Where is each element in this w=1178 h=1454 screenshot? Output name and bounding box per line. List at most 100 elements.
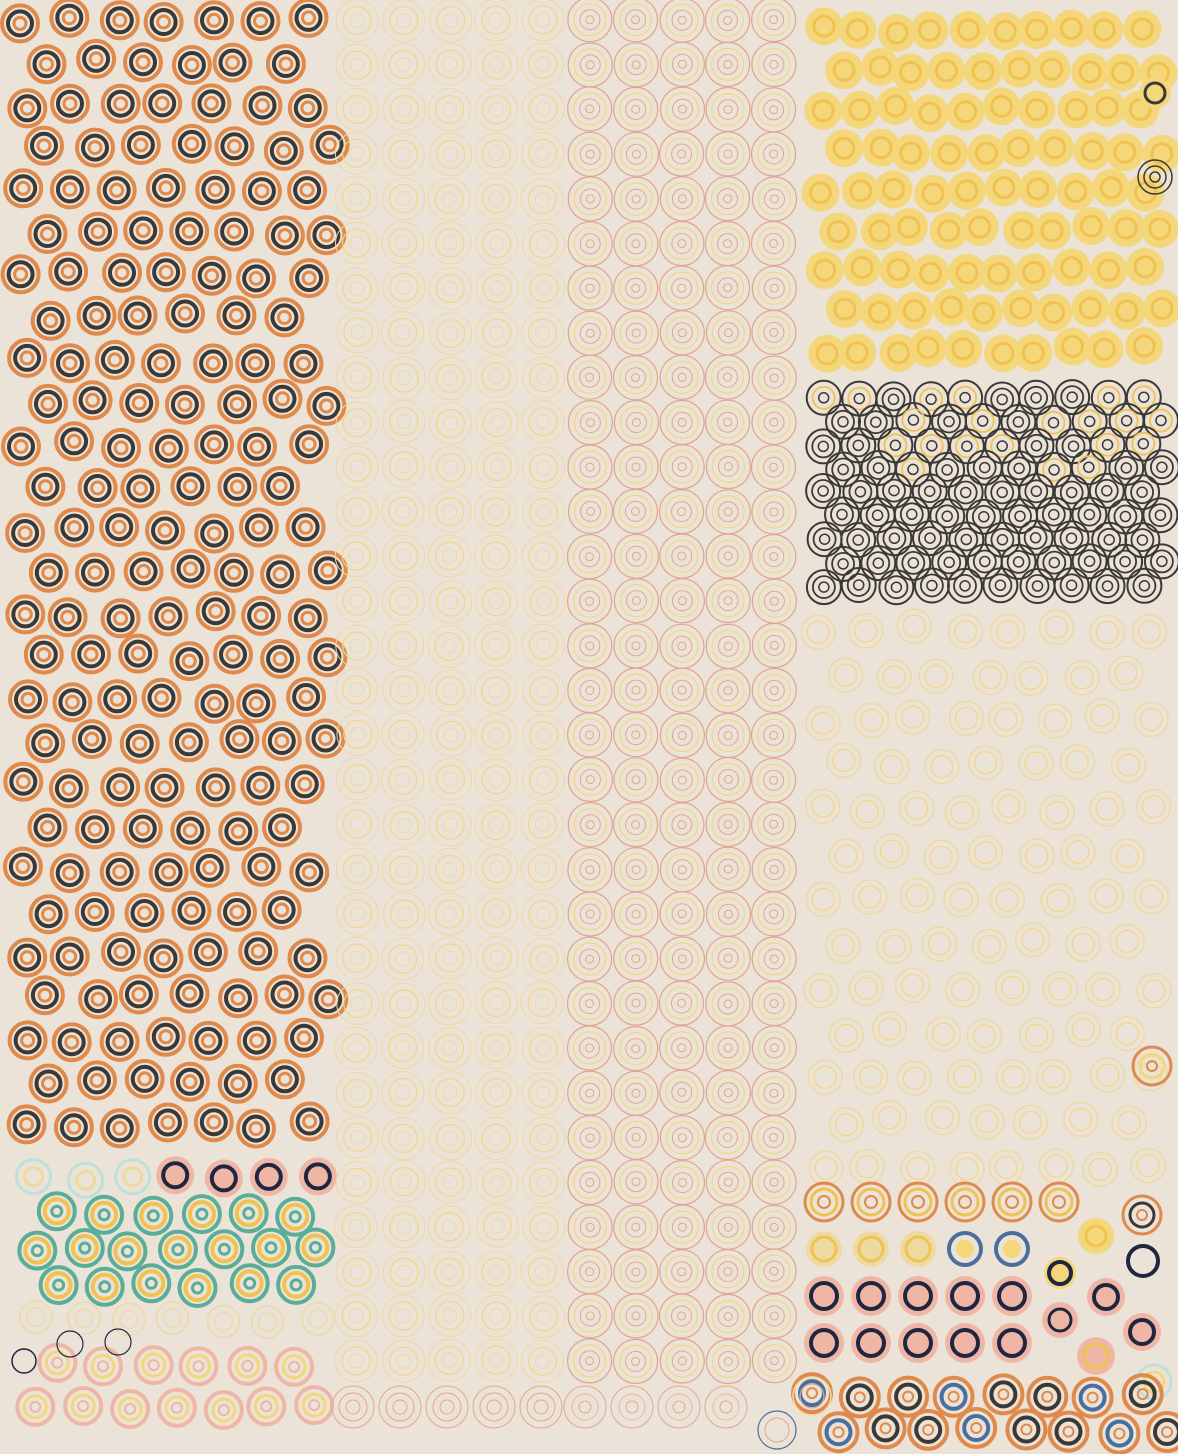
- ring: [943, 225, 954, 236]
- orange-dark-disc: [120, 468, 161, 509]
- ring: [811, 887, 835, 912]
- ring: [1055, 1315, 1065, 1325]
- ring: [805, 705, 841, 742]
- ring: [723, 328, 733, 338]
- ring: [342, 1078, 372, 1109]
- ring: [671, 590, 693, 612]
- ring: [924, 748, 960, 785]
- ring: [176, 1067, 204, 1096]
- ring: [902, 614, 926, 638]
- pink-yellow-disc: [1077, 1337, 1115, 1375]
- ring: [756, 226, 791, 261]
- faint-yellow-disc: [521, 131, 565, 175]
- ring: [890, 101, 901, 111]
- yellow-filled-disc: [1071, 53, 1110, 91]
- faint-yellow-disc: [429, 312, 473, 356]
- faint-yellow-disc: [1019, 838, 1055, 874]
- ring: [105, 1114, 134, 1143]
- navy-outline-disc: [11, 1348, 37, 1374]
- ring: [197, 89, 226, 118]
- faint-yellow-disc: [428, 1293, 472, 1337]
- ring: [750, 220, 797, 267]
- ring: [1018, 379, 1055, 416]
- ring: [36, 306, 65, 335]
- ring: [711, 47, 745, 82]
- ring: [84, 985, 113, 1014]
- ring: [625, 948, 647, 970]
- ring: [585, 686, 595, 695]
- ring: [300, 950, 315, 966]
- faint-yellow-disc: [335, 221, 378, 265]
- ring: [30, 1244, 44, 1258]
- ring: [1103, 534, 1115, 546]
- dark-ring-disc: [1088, 472, 1125, 509]
- ring: [1113, 140, 1137, 164]
- ring: [677, 998, 686, 1008]
- ring: [481, 987, 511, 1018]
- ring: [950, 1328, 980, 1358]
- ring: [1121, 223, 1132, 234]
- ring: [769, 327, 779, 337]
- ring: [994, 969, 1031, 1006]
- yellow-filled-disc: [960, 208, 999, 247]
- ring: [811, 385, 836, 410]
- ring: [978, 461, 991, 474]
- ring: [751, 1338, 798, 1384]
- ring: [6, 1104, 47, 1145]
- dark-ring-disc: [1143, 449, 1178, 486]
- ring: [163, 1235, 192, 1264]
- ring: [1006, 550, 1031, 574]
- ring: [847, 613, 884, 649]
- ring: [131, 986, 147, 1002]
- ring: [1130, 528, 1155, 552]
- ring: [272, 478, 288, 494]
- ring: [858, 885, 882, 909]
- ring: [1035, 404, 1072, 441]
- ring: [817, 440, 830, 453]
- orange-dark-disc: [53, 1107, 94, 1148]
- dark-ring-disc: [1054, 379, 1091, 416]
- yellow-filled-disc: [911, 254, 950, 293]
- faint-yellow-disc: [428, 847, 472, 891]
- orange-dark-disc: [49, 169, 90, 210]
- ring: [99, 507, 140, 548]
- ring: [335, 43, 379, 87]
- ring: [158, 1029, 174, 1045]
- ring: [1125, 425, 1162, 462]
- ring: [1014, 510, 1026, 522]
- ring: [723, 731, 733, 740]
- ring: [30, 981, 59, 1010]
- ring: [1090, 704, 1114, 728]
- ring: [1076, 455, 1101, 480]
- dark-ring-disc: [913, 567, 950, 604]
- dark-ring-disc: [825, 403, 861, 440]
- ring: [137, 905, 152, 921]
- ring: [1020, 1423, 1033, 1436]
- faint-yellow-disc: [924, 1099, 961, 1136]
- ring: [769, 999, 779, 1008]
- ring: [381, 623, 425, 667]
- teal-yellow-disc: [251, 1227, 291, 1268]
- orange-dark-disc: [72, 380, 113, 421]
- ring: [619, 1165, 653, 1199]
- ring: [944, 1181, 986, 1223]
- yellow-filled-disc: [1001, 289, 1040, 328]
- ring: [769, 909, 779, 919]
- orange-dark-disc: [238, 507, 279, 548]
- ring: [631, 328, 641, 338]
- ring: [828, 838, 865, 874]
- ring: [659, 757, 705, 803]
- ring: [15, 774, 31, 790]
- ring: [261, 721, 302, 761]
- ring: [756, 807, 791, 841]
- ring: [677, 954, 687, 964]
- ring: [585, 60, 595, 70]
- yellow-filled-disc: [947, 171, 986, 210]
- ring: [170, 390, 199, 419]
- ring: [1043, 136, 1067, 160]
- faint-yellow-disc: [522, 1205, 566, 1249]
- dark-ring-disc: [878, 569, 915, 606]
- ring: [335, 490, 379, 534]
- faint-yellow-disc: [474, 132, 518, 176]
- dark-ring-disc: [876, 520, 913, 557]
